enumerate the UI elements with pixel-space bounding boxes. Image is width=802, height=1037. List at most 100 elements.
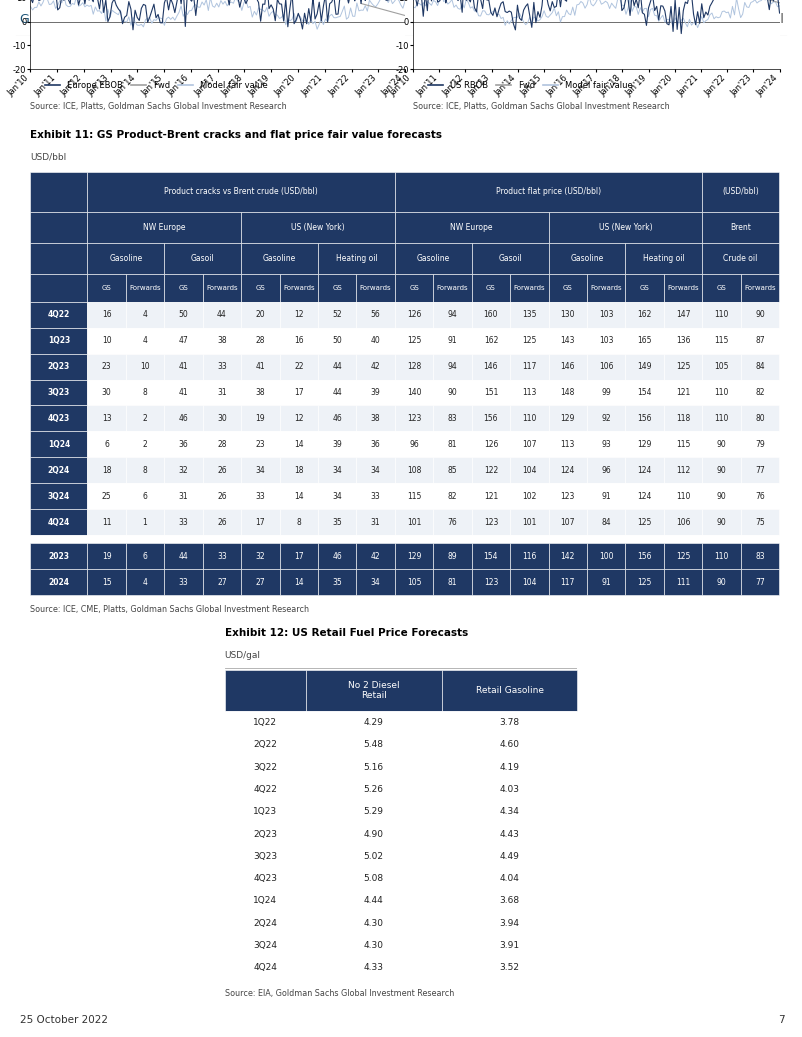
Text: 110: 110 xyxy=(715,310,729,319)
Bar xyxy=(664,380,703,405)
Text: 82: 82 xyxy=(755,388,764,397)
Bar xyxy=(703,543,741,569)
Bar xyxy=(280,569,318,595)
Bar xyxy=(549,243,626,274)
Text: 38: 38 xyxy=(256,388,265,397)
Text: 34: 34 xyxy=(332,492,342,501)
Bar xyxy=(356,535,395,543)
Bar xyxy=(318,302,356,328)
Bar xyxy=(318,509,356,535)
Text: 90: 90 xyxy=(716,578,727,587)
Bar xyxy=(126,543,164,569)
Bar xyxy=(203,431,241,457)
Bar xyxy=(510,483,549,509)
Text: 113: 113 xyxy=(561,440,575,449)
Text: 123: 123 xyxy=(484,578,498,587)
Text: 147: 147 xyxy=(676,310,691,319)
Bar xyxy=(433,380,472,405)
Text: 4.49: 4.49 xyxy=(500,851,520,861)
Bar xyxy=(442,801,577,823)
Text: 165: 165 xyxy=(638,336,652,345)
Bar xyxy=(203,354,241,380)
Text: 17: 17 xyxy=(294,388,304,397)
Bar xyxy=(510,535,549,543)
Text: 125: 125 xyxy=(676,552,691,561)
Bar xyxy=(549,483,587,509)
Bar xyxy=(318,483,356,509)
Bar xyxy=(395,431,433,457)
Bar xyxy=(318,535,356,543)
Text: 23: 23 xyxy=(256,440,265,449)
Text: 3Q24: 3Q24 xyxy=(253,941,277,950)
Bar xyxy=(306,956,442,979)
Text: 94: 94 xyxy=(448,310,457,319)
Bar xyxy=(664,569,703,595)
Text: 33: 33 xyxy=(256,492,265,501)
Bar xyxy=(241,509,280,535)
Text: 28: 28 xyxy=(256,336,265,345)
Text: 90: 90 xyxy=(716,466,727,475)
Bar xyxy=(225,734,306,756)
Text: 47: 47 xyxy=(179,336,188,345)
Text: 149: 149 xyxy=(638,362,652,371)
Bar xyxy=(87,483,126,509)
Text: 112: 112 xyxy=(676,466,691,475)
Text: 5.02: 5.02 xyxy=(363,851,383,861)
Bar xyxy=(306,913,442,934)
Bar xyxy=(87,274,126,302)
Text: 4: 4 xyxy=(143,578,148,587)
Text: 126: 126 xyxy=(407,310,421,319)
Bar xyxy=(549,543,587,569)
Text: 56: 56 xyxy=(371,310,380,319)
Bar xyxy=(318,543,356,569)
Bar xyxy=(280,483,318,509)
Bar xyxy=(306,823,442,845)
Bar xyxy=(626,380,664,405)
Bar xyxy=(225,956,306,979)
Text: 30: 30 xyxy=(102,388,111,397)
Bar xyxy=(549,354,587,380)
Bar xyxy=(664,274,703,302)
Text: 27: 27 xyxy=(256,578,265,587)
Bar xyxy=(87,543,126,569)
Text: 96: 96 xyxy=(409,440,419,449)
Text: Forwards: Forwards xyxy=(590,285,622,290)
Text: 106: 106 xyxy=(676,517,691,527)
Text: 125: 125 xyxy=(638,578,652,587)
Bar xyxy=(225,845,306,867)
Bar xyxy=(703,328,741,354)
Bar xyxy=(587,380,626,405)
Text: 105: 105 xyxy=(407,578,421,587)
Bar xyxy=(30,328,87,354)
Text: 35: 35 xyxy=(332,578,342,587)
Text: 2Q23: 2Q23 xyxy=(253,830,277,839)
Bar xyxy=(626,328,664,354)
Bar xyxy=(626,569,664,595)
Text: 110: 110 xyxy=(715,414,729,423)
Bar xyxy=(356,569,395,595)
Bar xyxy=(356,431,395,457)
Bar xyxy=(626,405,664,431)
Text: USD/gal: USD/gal xyxy=(225,651,261,661)
Bar xyxy=(703,380,741,405)
Text: 99: 99 xyxy=(602,388,611,397)
Bar xyxy=(587,354,626,380)
Bar xyxy=(510,302,549,328)
Text: GS: GS xyxy=(640,285,650,290)
Bar xyxy=(203,405,241,431)
Text: 33: 33 xyxy=(179,578,188,587)
Bar xyxy=(203,483,241,509)
Legend: Europe EBOB, Fwd, Model fair value: Europe EBOB, Fwd, Model fair value xyxy=(43,77,271,93)
Bar xyxy=(442,913,577,934)
Text: 44: 44 xyxy=(332,388,342,397)
Text: 4Q24: 4Q24 xyxy=(48,517,70,527)
Bar xyxy=(318,457,356,483)
Bar xyxy=(549,535,587,543)
Bar xyxy=(703,457,741,483)
Bar xyxy=(442,778,577,801)
Text: 3.68: 3.68 xyxy=(500,896,520,905)
Text: 8: 8 xyxy=(297,517,301,527)
Bar xyxy=(30,535,87,543)
Text: 3.52: 3.52 xyxy=(500,963,520,973)
Bar xyxy=(30,212,87,243)
